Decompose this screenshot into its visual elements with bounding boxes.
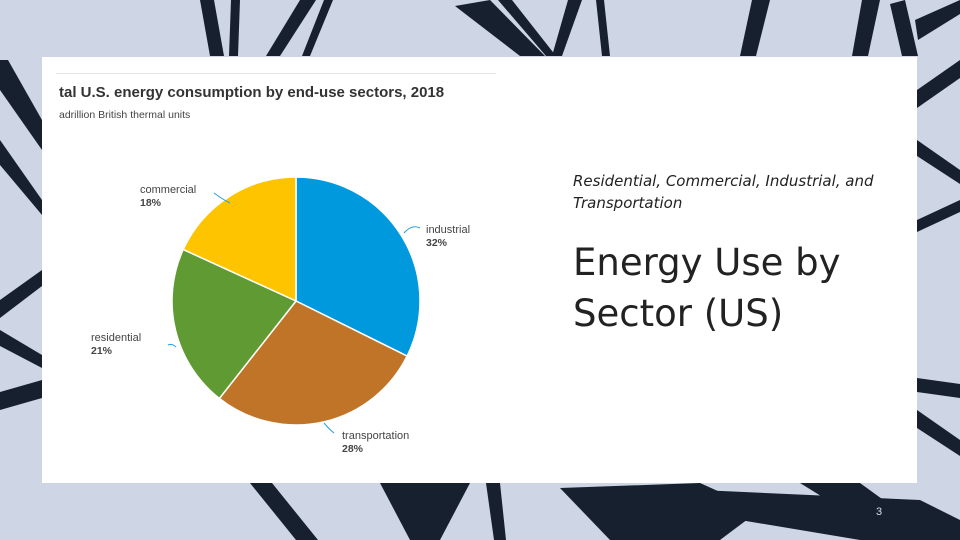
slice-label-residential: residential: [91, 332, 141, 344]
pie-slice-commercial: [182, 176, 297, 303]
pie-slice-transportation: [218, 300, 409, 426]
slide-subtitle: Residential, Commercial, Industrial, and…: [573, 172, 874, 212]
slice-label-industrial: industrial: [426, 224, 470, 236]
chart-top-rule: [56, 73, 496, 74]
leader-line-commercial: [213, 192, 231, 204]
leader-line-residential: [167, 343, 177, 348]
leader-line-industrial: [403, 226, 421, 234]
pie-slice-industrial: [295, 176, 421, 358]
chart-subtitle: adrillion British thermal units: [59, 109, 191, 121]
slice-pct-commercial: 18%: [140, 197, 162, 209]
slice-pct-transportation: 28%: [342, 443, 364, 455]
pie-slice-residential: [171, 248, 298, 400]
slice-label-commercial: commercial: [140, 184, 196, 196]
chart-title: tal U.S. energy consumption by end-use s…: [59, 84, 445, 101]
slice-pct-industrial: 32%: [426, 237, 448, 249]
slide-card: tal U.S. energy consumption by end-use s…: [42, 57, 917, 483]
slice-label-transportation: transportation: [342, 430, 409, 442]
slide-title: Energy Use by Sector (US): [573, 241, 841, 335]
slice-pct-residential: 21%: [91, 345, 113, 357]
chart-image: tal U.S. energy consumption by end-use s…: [42, 57, 562, 483]
leader-line-transportation: [323, 422, 335, 434]
slide-number: 3: [876, 506, 883, 518]
